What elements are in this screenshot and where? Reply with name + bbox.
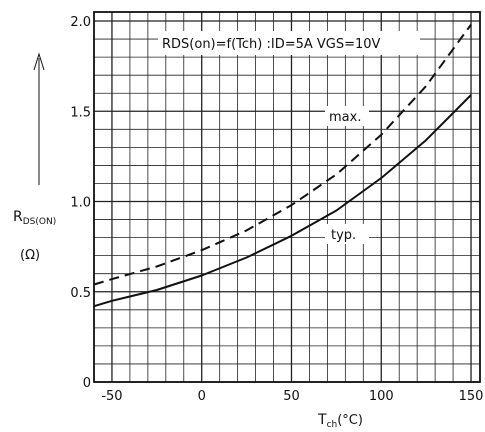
y-tick-label: 2.0 <box>70 15 91 30</box>
y-axis-label: RDS(ON) <box>13 209 56 227</box>
x-axis-label: Tch(°C) <box>317 412 363 430</box>
x-axis-label-main: T <box>317 412 327 428</box>
legend-label-typ: typ. <box>331 228 356 243</box>
y-tick-label: 1.5 <box>70 105 91 120</box>
y-axis-unit: (Ω) <box>20 248 40 263</box>
y-tick-label: 0.5 <box>70 286 91 301</box>
y-tick-label: 0 <box>83 376 91 391</box>
x-tick-label: 0 <box>198 389 206 404</box>
plot-frame <box>93 11 481 383</box>
annotation-box <box>158 31 420 55</box>
x-axis-label-sub: ch <box>327 420 338 430</box>
y-axis-label-sub: DS(ON) <box>23 217 56 227</box>
y-tick-label: 1.0 <box>70 196 91 211</box>
series-line-typ <box>93 94 472 308</box>
annotation-text: RDS(on)=f(Tch) :ID=5A VGS=10V <box>162 37 381 52</box>
axes: -50 0 50 100 150 0 0.5 1.0 1.5 2.0 <box>70 11 484 404</box>
legend-label-max: max. <box>329 110 361 125</box>
x-tick-label: 100 <box>369 389 394 404</box>
y-axis-label-main: R <box>13 209 23 225</box>
legend-box-max <box>325 106 369 126</box>
series-line-max <box>93 24 472 286</box>
x-tick-label: 50 <box>283 389 300 404</box>
series-layer <box>93 24 472 308</box>
x-axis-label-unit: (°C) <box>337 413 363 428</box>
x-tick-label: 150 <box>459 389 484 404</box>
y-axis-arrow <box>33 52 45 185</box>
legend-box-typ <box>325 224 369 244</box>
x-tick-label: -50 <box>101 389 122 404</box>
grid <box>93 12 480 383</box>
